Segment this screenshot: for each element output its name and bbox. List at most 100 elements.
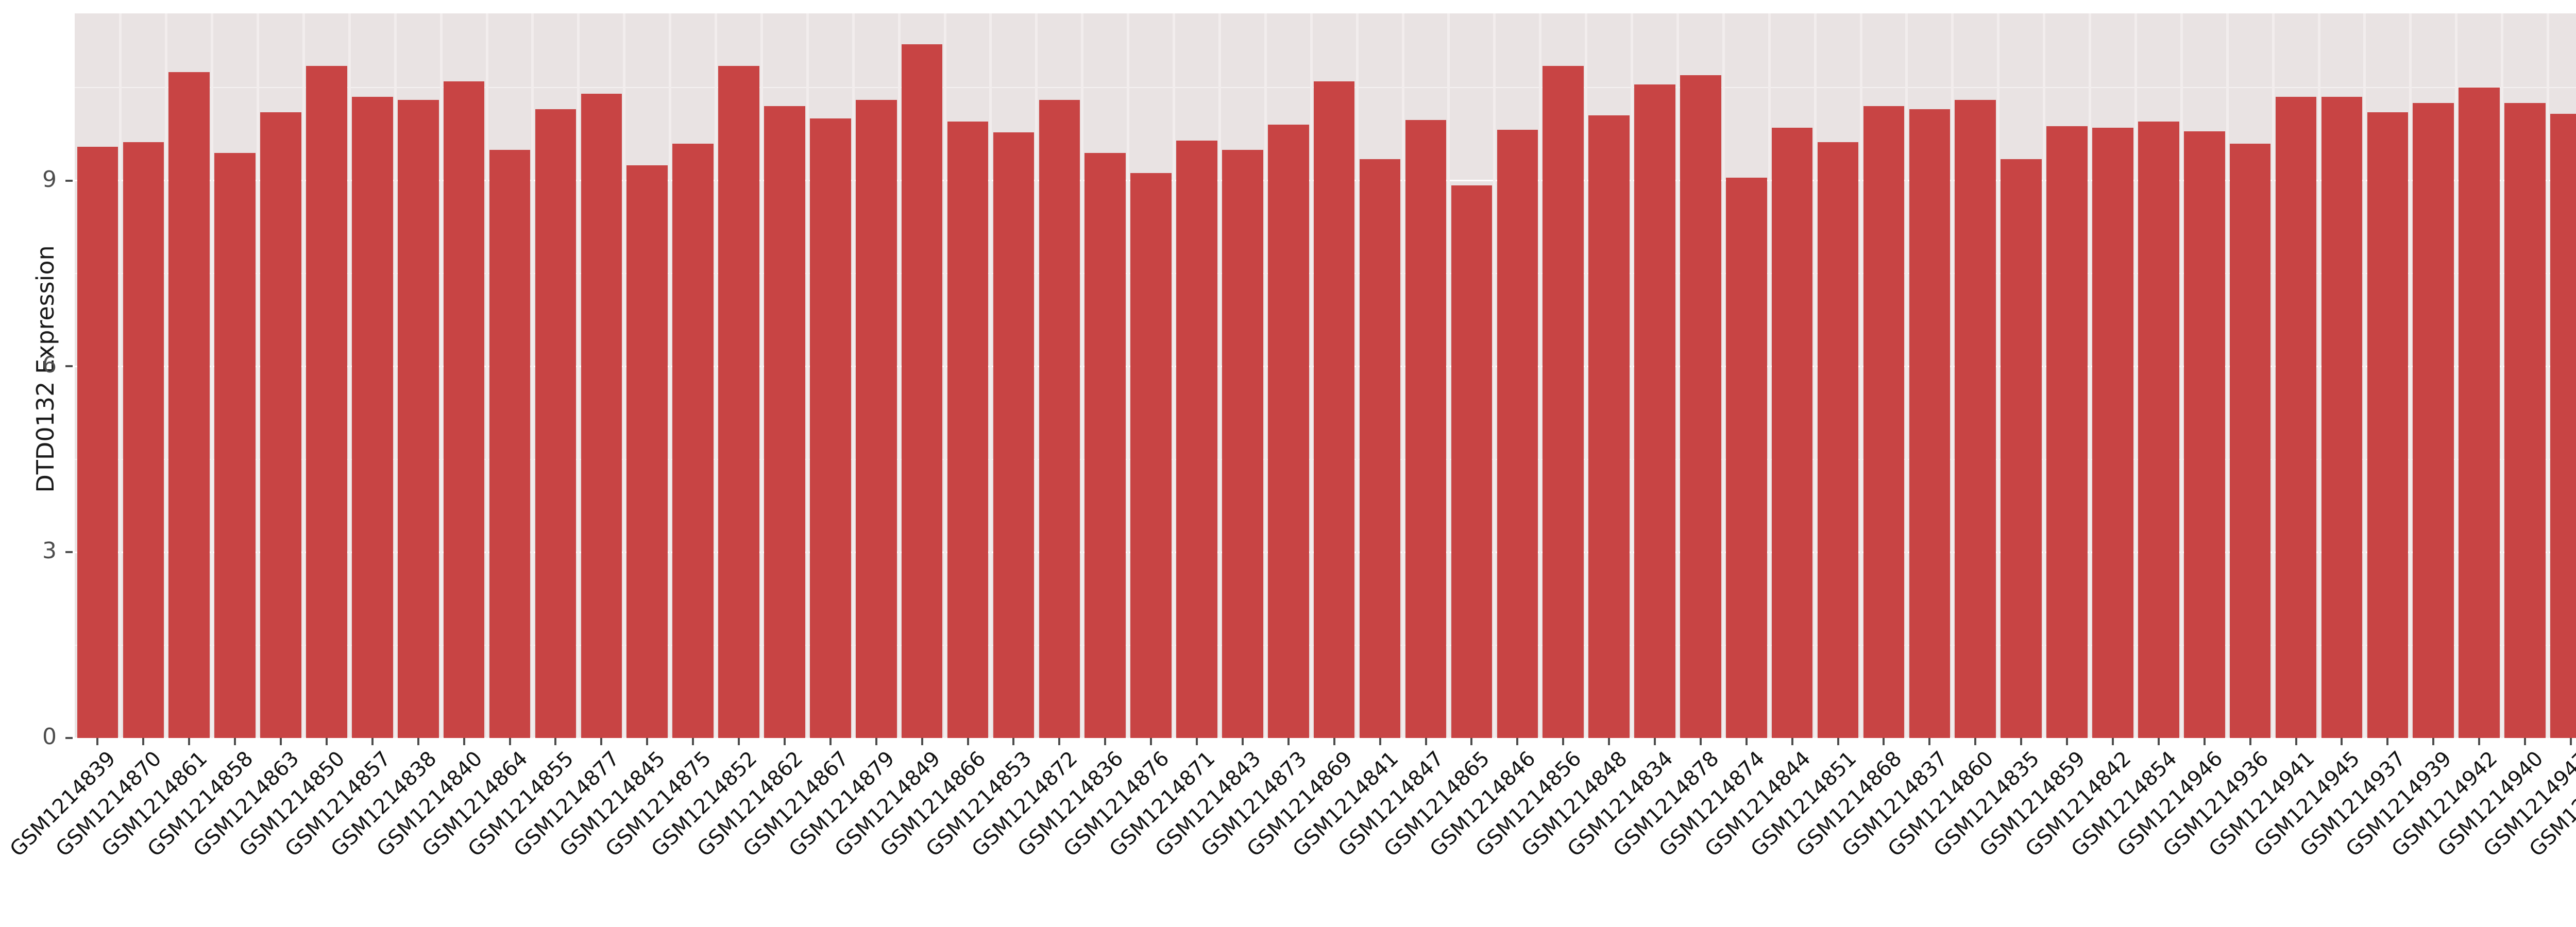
bar[interactable] bbox=[1497, 130, 1538, 738]
x-tick-mark bbox=[325, 738, 328, 745]
category-separator bbox=[165, 13, 168, 738]
y-tick-mark bbox=[65, 737, 73, 739]
x-tick-mark bbox=[142, 738, 145, 745]
x-tick-mark bbox=[2249, 738, 2251, 745]
bar[interactable] bbox=[1726, 177, 1767, 738]
bar[interactable] bbox=[672, 143, 714, 738]
bar[interactable] bbox=[1771, 128, 1813, 738]
bar[interactable] bbox=[947, 122, 989, 738]
bar[interactable] bbox=[1222, 149, 1263, 738]
category-separator bbox=[1951, 13, 1954, 738]
category-separator bbox=[715, 13, 718, 738]
x-tick-mark bbox=[967, 738, 969, 745]
category-separator bbox=[2547, 13, 2549, 738]
bar[interactable] bbox=[718, 66, 759, 738]
bar[interactable] bbox=[626, 165, 668, 738]
x-tick-mark bbox=[1104, 738, 1107, 745]
category-separator bbox=[1676, 13, 1679, 738]
x-tick-mark bbox=[1241, 738, 1244, 745]
x-tick-mark bbox=[1150, 738, 1153, 745]
bar[interactable] bbox=[581, 94, 622, 738]
bar[interactable] bbox=[123, 142, 164, 738]
category-separator bbox=[1493, 13, 1496, 738]
bar[interactable] bbox=[764, 106, 805, 738]
bar[interactable] bbox=[901, 44, 943, 738]
bar[interactable] bbox=[1405, 119, 1447, 738]
category-separator bbox=[1585, 13, 1588, 738]
bar[interactable] bbox=[2046, 126, 2088, 738]
bar[interactable] bbox=[1863, 106, 1905, 738]
x-tick-mark bbox=[417, 738, 419, 745]
bar[interactable] bbox=[1634, 84, 1675, 738]
category-separator bbox=[2501, 13, 2504, 738]
bar[interactable] bbox=[1084, 152, 1126, 738]
bar[interactable] bbox=[1588, 115, 1630, 738]
x-tick-mark bbox=[1745, 738, 1748, 745]
bar[interactable] bbox=[2459, 88, 2500, 738]
bar[interactable] bbox=[1909, 109, 1951, 738]
x-tick-mark bbox=[875, 738, 877, 745]
x-tick-mark bbox=[1516, 738, 1519, 745]
bar[interactable] bbox=[1955, 100, 1996, 738]
bar[interactable] bbox=[2229, 143, 2271, 738]
bar[interactable] bbox=[2504, 103, 2546, 738]
x-tick-mark bbox=[2524, 738, 2527, 745]
bar[interactable] bbox=[1176, 140, 1217, 738]
x-tick-mark bbox=[2386, 738, 2389, 745]
bar[interactable] bbox=[1451, 185, 1493, 738]
x-tick-mark bbox=[188, 738, 191, 745]
category-separator bbox=[2455, 13, 2458, 738]
bar[interactable] bbox=[168, 72, 210, 738]
bar[interactable] bbox=[1359, 159, 1401, 738]
x-tick-mark bbox=[1699, 738, 1702, 745]
bar[interactable] bbox=[810, 118, 851, 738]
x-tick-mark bbox=[1974, 738, 1977, 745]
x-tick-mark bbox=[280, 738, 282, 745]
category-separator bbox=[806, 13, 809, 738]
bar[interactable] bbox=[2138, 122, 2179, 738]
x-tick-mark bbox=[1470, 738, 1473, 745]
bar[interactable] bbox=[2183, 131, 2225, 738]
x-tick-mark bbox=[1608, 738, 1611, 745]
bar[interactable] bbox=[2413, 103, 2454, 738]
category-separator bbox=[1401, 13, 1404, 738]
bar[interactable] bbox=[2367, 112, 2409, 738]
category-separator bbox=[1447, 13, 1450, 738]
y-tick-mark bbox=[65, 365, 73, 368]
bar[interactable] bbox=[1313, 81, 1355, 738]
bar[interactable] bbox=[1039, 100, 1080, 738]
x-tick-mark bbox=[1196, 738, 1198, 745]
bar[interactable] bbox=[2001, 159, 2042, 738]
bar[interactable] bbox=[77, 146, 118, 738]
bar[interactable] bbox=[993, 132, 1035, 738]
bar[interactable] bbox=[2275, 97, 2317, 738]
gridline-major bbox=[75, 737, 2576, 739]
bar[interactable] bbox=[1130, 173, 1172, 738]
category-separator bbox=[623, 13, 626, 738]
x-tick-mark bbox=[1012, 738, 1015, 745]
bar[interactable] bbox=[352, 97, 393, 738]
x-tick-mark bbox=[554, 738, 557, 745]
bar[interactable] bbox=[855, 100, 897, 738]
bar[interactable] bbox=[2092, 128, 2133, 738]
bar[interactable] bbox=[214, 152, 256, 738]
x-tick-mark bbox=[2066, 738, 2069, 745]
bar[interactable] bbox=[1543, 66, 1584, 738]
bar[interactable] bbox=[260, 112, 301, 738]
bar[interactable] bbox=[1817, 142, 1859, 738]
bar[interactable] bbox=[489, 149, 531, 738]
bar[interactable] bbox=[2321, 97, 2363, 738]
bar[interactable] bbox=[443, 81, 485, 738]
category-separator bbox=[577, 13, 580, 738]
bar[interactable] bbox=[1680, 75, 1721, 738]
bar[interactable] bbox=[1268, 125, 1309, 738]
x-tick-mark bbox=[600, 738, 603, 745]
bar[interactable] bbox=[306, 66, 347, 738]
x-tick-mark bbox=[2341, 738, 2343, 745]
bar[interactable] bbox=[535, 109, 577, 738]
category-separator bbox=[2180, 13, 2183, 738]
bar[interactable] bbox=[2550, 113, 2576, 738]
x-tick-mark bbox=[463, 738, 465, 745]
bar[interactable] bbox=[397, 100, 439, 738]
